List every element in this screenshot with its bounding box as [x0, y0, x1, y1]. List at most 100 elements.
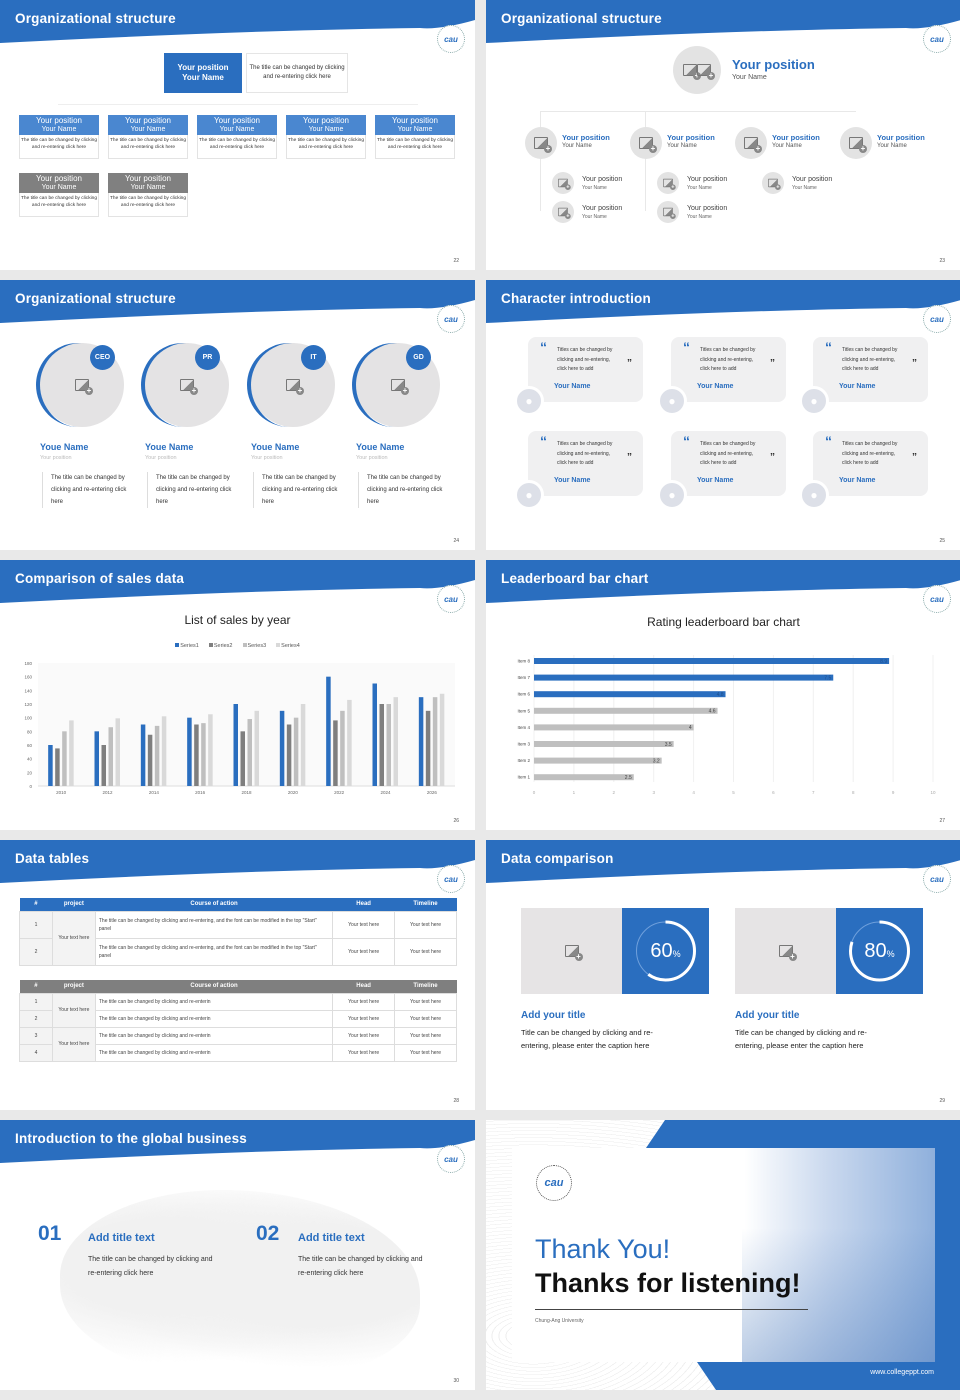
bar-series4-2020: [300, 704, 306, 786]
divider: [535, 1309, 808, 1310]
sub-position-photo[interactable]: [552, 172, 574, 194]
avatar-icon: ●: [657, 386, 687, 416]
image-placeholder-icon: [639, 137, 657, 153]
slide-31[interactable]: cau Thank You! Thanks for listening! Chung-…: [486, 1120, 960, 1390]
bar-series4-2012: [115, 718, 120, 786]
slide-22[interactable]: Organizational structure cau 22 Your positi…: [0, 0, 475, 270]
bar-series1-2022: [326, 676, 331, 786]
progress-arc: [849, 920, 910, 982]
header-band: [0, 1120, 475, 1163]
head-cell: Your text here: [332, 1043, 396, 1062]
image-placeholder-icon: [75, 379, 93, 395]
item-title: Add title text: [298, 1232, 365, 1244]
image-placeholder[interactable]: [735, 908, 836, 994]
quote-author: Your Name: [839, 383, 876, 390]
table-row[interactable]: 1 Your text here The title can be changed …: [19, 992, 457, 1028]
header-row: # project Course of action Head Timeline: [19, 898, 457, 911]
position-photo[interactable]: [735, 127, 767, 159]
table-row[interactable]: 4 The title can be changed by clicking an…: [19, 1043, 457, 1062]
sub-position-photo[interactable]: [657, 172, 679, 194]
member-photo[interactable]: [251, 343, 335, 427]
y-tick-label: 60: [27, 743, 33, 748]
open-quote-icon: “: [825, 339, 832, 355]
quote-card[interactable]: “ Titles can be changed by clicking and r…: [528, 337, 643, 402]
card-description: The title can be changed by clicking and…: [19, 135, 99, 159]
x-tick-label: 5: [732, 790, 735, 795]
sub-position-photo[interactable]: [762, 172, 784, 194]
slide-24[interactable]: Organizational structure cau 24 CEO Youe Nam…: [0, 280, 475, 550]
member-description: The title can be changed by clicking and…: [147, 472, 233, 508]
org-card[interactable]: Your position Your Name The title can be c…: [108, 173, 188, 217]
bar-series4-2016: [208, 714, 213, 786]
head-cell: Your text here: [332, 937, 396, 966]
university-logo: cau: [437, 25, 465, 53]
header-band: [0, 560, 475, 603]
role-badge: IT: [301, 345, 326, 370]
action-cell: The title can be changed by clicking and…: [94, 937, 334, 966]
quote-card[interactable]: “ Titles can be changed by clicking and r…: [813, 337, 928, 402]
org-card[interactable]: Your position Your Name The title can be c…: [286, 115, 366, 159]
legend-swatch: [276, 643, 281, 647]
x-tick-label: 9: [892, 790, 895, 795]
slide-26[interactable]: Comparison of sales data cau 26 List of sal…: [0, 560, 475, 830]
category-label: Item 3: [517, 742, 530, 747]
table-row[interactable]: 1 Your text here The title can be changed …: [19, 910, 457, 966]
slide-25[interactable]: Character introduction cau 25 “ Titles can b…: [486, 280, 960, 550]
world-map-background: [60, 1190, 420, 1380]
org-card[interactable]: Your position Your Name The title can be c…: [19, 115, 99, 159]
close-quote-icon: ”: [912, 452, 917, 463]
member-name: Youe Name: [251, 442, 300, 452]
quote-card[interactable]: “ Titles can be changed by clicking and r…: [671, 431, 786, 496]
x-tick-label: 2010: [56, 790, 67, 795]
table-row[interactable]: 3 Your text here The title can be changed …: [19, 1026, 457, 1062]
sub-position-photo[interactable]: [552, 201, 574, 223]
top-photo[interactable]: [673, 46, 721, 94]
slide-title: Leaderboard bar chart: [501, 571, 649, 586]
sub-position-photo[interactable]: [657, 201, 679, 223]
org-card[interactable]: Your position Your Name The title can be c…: [108, 115, 188, 159]
quote-author: Your Name: [839, 477, 876, 484]
top-position-box[interactable]: Your position Your Name: [164, 53, 242, 93]
slide-23[interactable]: Organizational structure cau 23 Your positi…: [486, 0, 960, 270]
quote-card[interactable]: “ Titles can be changed by clicking and r…: [813, 431, 928, 496]
image-placeholder[interactable]: [521, 908, 622, 994]
quote-card[interactable]: “ Titles can be changed by clicking and r…: [671, 337, 786, 402]
position-title: Your position: [772, 133, 820, 142]
table-row[interactable]: 2 The title can be changed by clicking an…: [19, 937, 457, 966]
position-photo[interactable]: [630, 127, 662, 159]
bar-series2-2024: [379, 704, 384, 786]
slide-28[interactable]: Data tables cau 28 # project Course of action…: [0, 840, 475, 1110]
legend-item: Series1: [175, 643, 199, 649]
card-description: The title can be changed by clicking and…: [197, 135, 277, 159]
bar-series3-2022: [340, 710, 345, 786]
org-card[interactable]: Your position Your Name The title can be c…: [19, 173, 99, 217]
position-photo[interactable]: [525, 127, 557, 159]
image-placeholder-icon: [744, 137, 762, 153]
bar-series2-2010: [55, 748, 60, 786]
quote-text: Titles can be changed by clicking and re…: [700, 347, 756, 372]
quote-card[interactable]: “ Titles can be changed by clicking and r…: [528, 431, 643, 496]
category-label: Item 2: [517, 758, 530, 763]
org-card-header: Your position Your Name: [286, 115, 366, 135]
avatar-icon: ●: [514, 480, 544, 510]
close-quote-icon: ”: [912, 358, 917, 369]
org-card[interactable]: Your position Your Name The title can be c…: [197, 115, 277, 159]
data-label: 4.6: [709, 709, 716, 715]
image-placeholder-icon: [286, 379, 304, 395]
university-name: Chung-Ang University: [535, 1318, 584, 1324]
sub-position-title: Your position: [687, 205, 728, 212]
position-photo[interactable]: [840, 127, 872, 159]
x-tick-label: 2012: [102, 790, 113, 795]
item-description: The title can be changed by clicking and…: [88, 1256, 213, 1277]
slide-27[interactable]: Leaderboard bar chart cau 27 Rating leaderb…: [486, 560, 960, 830]
member-photo[interactable]: [40, 343, 124, 427]
slide-30[interactable]: Introduction to the global business cau 30…: [0, 1120, 475, 1390]
bar-series1-2024: [372, 683, 377, 786]
org-card-header: Your position Your Name: [19, 115, 99, 135]
org-card[interactable]: Your position Your Name The title can be c…: [375, 115, 455, 159]
slide-29[interactable]: Data comparison cau 29 60% Add your title Tit…: [486, 840, 960, 1110]
bar-series4-2024: [393, 697, 398, 786]
header-band-shape: [0, 0, 475, 43]
header-band-shape: [0, 1120, 475, 1163]
page-number: 27: [939, 818, 945, 824]
